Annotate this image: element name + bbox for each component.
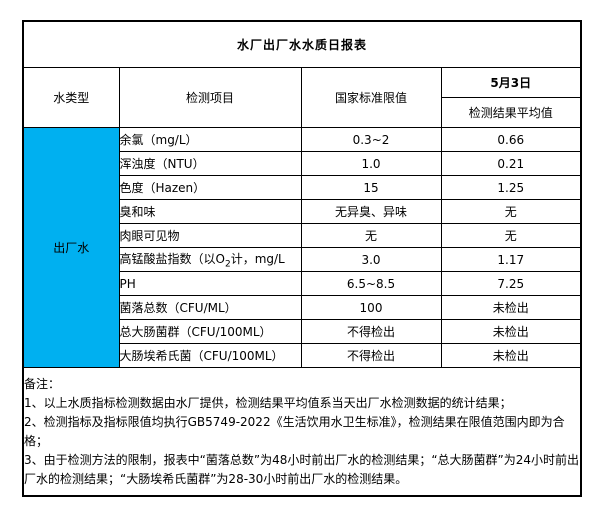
row-item-cell: 色度（Hazen）: [118, 175, 302, 200]
row-limit-cell: 1.0: [300, 151, 442, 176]
title-row: 水厂出厂水水质日报表: [22, 20, 582, 68]
header-water-type: 水类型: [22, 67, 120, 128]
row-limit-cell: 6.5~8.5: [300, 271, 442, 296]
header-avg-result: 检测结果平均值: [440, 97, 582, 128]
header-date: 5月3日: [440, 67, 582, 98]
row-limit-cell: 0.3~2: [300, 127, 442, 152]
row-item-cell: 浑浊度（NTU）: [118, 151, 302, 176]
row-result-cell: 0.66: [440, 127, 582, 152]
row-result-cell: 未检出: [440, 319, 582, 344]
row-item-cell: 高锰酸盐指数（以O2计，mg/L: [118, 247, 302, 272]
report-sheet: 水厂出厂水水质日报表 水类型 检测项目 国家标准限值 5月3日 检测结果平均值 …: [22, 20, 583, 497]
table-row: 色度（Hazen） 15 1.25: [23, 175, 582, 200]
table-row: 浑浊度（NTU） 1.0 0.21: [23, 151, 582, 176]
row-item-prefix: 高锰酸盐指数（以O: [119, 251, 225, 266]
notes-label: 备注：: [24, 376, 61, 391]
header-national-limit: 国家标准限值: [300, 67, 442, 128]
row-result-cell: 1.25: [440, 175, 582, 200]
row-result-cell: 未检出: [440, 295, 582, 320]
notes-row: 备注： 1、以上水质指标检测数据由水厂提供，检测结果平均值系当天出厂水检测数据的…: [22, 367, 582, 497]
table-row: 菌落总数（CFU/ML） 100 未检出: [23, 295, 582, 320]
row-item-cell: 总大肠菌群（CFU/100ML）: [118, 319, 302, 344]
page-title: 水厂出厂水水质日报表: [22, 20, 582, 68]
row-item-suffix: 计，mg/L: [230, 251, 285, 266]
note-item-1: 1、以上水质指标检测数据由水厂提供，检测结果平均值系当天出厂水检测数据的统计结果…: [24, 395, 512, 410]
row-limit-cell: 不得检出: [300, 319, 442, 344]
row-item-cell: 余氯（mg/L）: [118, 127, 302, 152]
notes-cell: 备注： 1、以上水质指标检测数据由水厂提供，检测结果平均值系当天出厂水检测数据的…: [22, 367, 582, 497]
row-item-subscript: 2: [224, 259, 231, 270]
row-result-cell: 无: [440, 223, 582, 248]
note-item-2: 2、检测指标及指标限值均执行GB5749-2022《生活饮用水卫生标准》，检测结…: [24, 414, 565, 448]
row-limit-cell: 15: [300, 175, 442, 200]
header-row: 水类型 检测项目 国家标准限值 5月3日: [22, 67, 582, 128]
header-test-item: 检测项目: [118, 67, 302, 128]
table-row: PH 6.5~8.5 7.25: [23, 271, 582, 296]
row-item-cell: PH: [118, 271, 302, 296]
row-item-cell: 肉眼可见物: [118, 223, 302, 248]
row-limit-cell: 3.0: [300, 247, 442, 272]
row-item-cell: 臭和味: [118, 199, 302, 224]
table-row: 出厂水 余氯（mg/L） 0.3~2 0.66: [22, 127, 582, 368]
note-item-3: 3、由于检测方法的限制，报表中“菌落总数”为48小时前出厂水的检测结果；“总大肠…: [24, 452, 580, 486]
table-row: 大肠埃希氏菌（CFU/100ML） 不得检出 未检出: [23, 343, 582, 368]
row-limit-cell: 100: [300, 295, 442, 320]
row-result-cell: 无: [440, 199, 582, 224]
table-row: 臭和味 无异臭、异味 无: [23, 199, 582, 224]
row-limit-cell: 无异臭、异味: [300, 199, 442, 224]
table-row: 肉眼可见物 无 无: [23, 223, 582, 248]
table-row: 总大肠菌群（CFU/100ML） 不得检出 未检出: [23, 319, 582, 344]
water-type-cell: 出厂水: [22, 127, 120, 368]
row-limit-cell: 无: [300, 223, 442, 248]
row-result-cell: 未检出: [440, 343, 582, 368]
row-result-cell: 7.25: [440, 271, 582, 296]
header-subrow: 检测结果平均值: [23, 97, 582, 128]
row-item-cell: 菌落总数（CFU/ML）: [118, 295, 302, 320]
row-limit-cell: 不得检出: [300, 343, 442, 368]
row-result-cell: 0.21: [440, 151, 582, 176]
row-item-cell: 大肠埃希氏菌（CFU/100ML）: [118, 343, 302, 368]
row-result-cell: 1.17: [440, 247, 582, 272]
water-quality-table: 水厂出厂水水质日报表 水类型 检测项目 国家标准限值 5月3日 检测结果平均值 …: [22, 20, 583, 497]
